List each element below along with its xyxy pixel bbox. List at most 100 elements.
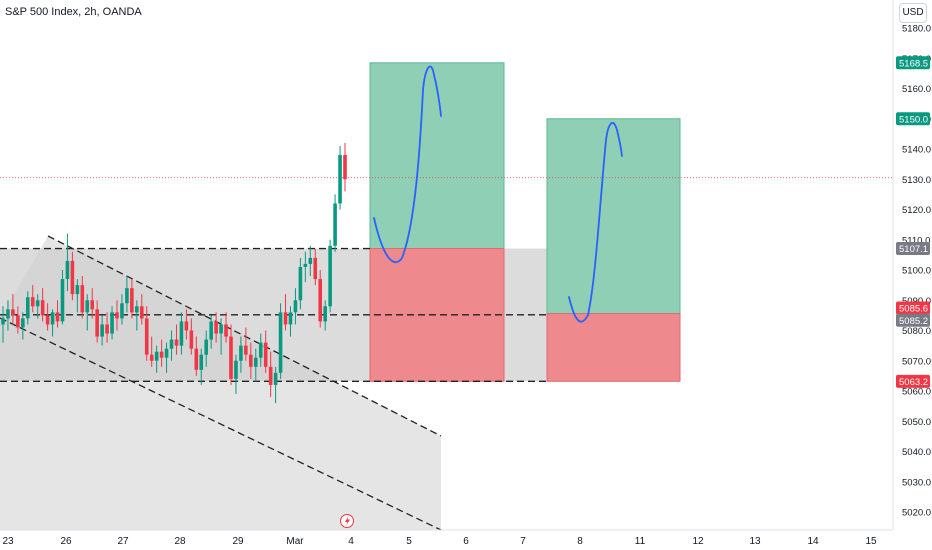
candle-body: [110, 312, 114, 334]
price-label: 5085.2: [899, 316, 928, 327]
y-tick-label: 5160.0: [902, 84, 931, 95]
y-tick-label: 5050.0: [902, 417, 931, 428]
candle-body: [298, 266, 303, 301]
candle-body: [154, 351, 159, 361]
candle-body: [308, 257, 313, 264]
candle-body: [229, 336, 233, 379]
x-tick-label: 28: [174, 536, 186, 547]
drawings-layer: [340, 65, 623, 528]
candle-body: [16, 315, 20, 328]
candle-body: [194, 348, 199, 370]
candle-body: [318, 279, 323, 322]
candle-body: [1, 318, 5, 325]
currency-button[interactable]: USD: [899, 3, 927, 23]
x-tick-label: 11: [635, 536, 646, 547]
candle-body: [288, 312, 293, 325]
x-tick-label: 6: [463, 536, 469, 547]
position-target-zone: [546, 118, 681, 315]
x-tick-label: 12: [692, 536, 704, 547]
candle-body: [343, 155, 347, 180]
candle-body: [65, 260, 70, 280]
candle-body: [11, 309, 15, 316]
candle-body: [169, 339, 174, 349]
y-tick-label: 5030.0: [902, 477, 931, 488]
price-label: 5150.0: [899, 114, 928, 125]
lightning-icon-glyph: [345, 516, 350, 526]
candle-body: [70, 260, 75, 295]
candle-body: [338, 155, 342, 204]
candle-body: [144, 318, 149, 355]
candle-body: [95, 309, 99, 337]
candle-body: [189, 330, 194, 349]
price-label-box: [896, 374, 930, 388]
projection-curve-1: [373, 65, 442, 263]
candle-body: [258, 342, 263, 358]
candle-body: [6, 309, 10, 319]
x-tick-label: 13: [749, 536, 761, 547]
price-label-box: [896, 112, 930, 126]
candle-body: [159, 351, 164, 358]
price-label: 5063.2: [899, 377, 928, 388]
candle-body: [214, 321, 218, 334]
candle-body: [278, 312, 283, 373]
channel-upper-line: [47, 235, 442, 437]
x-tick-label: 4: [348, 536, 354, 547]
candle-body: [105, 324, 109, 334]
candle-body: [25, 297, 30, 319]
candle-body: [219, 324, 223, 334]
zones-layer: [0, 62, 681, 530]
candle-body: [21, 318, 25, 328]
position-stop-zone: [369, 248, 505, 382]
projection-curve-2: [568, 121, 623, 323]
price-label-box: [896, 301, 930, 315]
candle-body: [234, 360, 238, 379]
y-tick-label: 5110.0: [902, 235, 930, 246]
candle-body: [135, 306, 139, 313]
candle-body: [174, 339, 179, 346]
candle-body: [303, 263, 308, 267]
price-label-box: [896, 56, 930, 70]
candle-body: [268, 366, 273, 385]
x-tick-label: 14: [807, 536, 819, 547]
y-tick-label: 5070.0: [902, 356, 931, 367]
price-label: 5085.6: [899, 304, 928, 315]
candle-body: [40, 300, 45, 316]
candle-body: [184, 321, 189, 331]
y-tick-label: 5140.0: [902, 145, 931, 156]
candle-body: [80, 285, 85, 313]
candle-body: [164, 348, 169, 358]
y-tick-label: 5180.0: [902, 24, 931, 35]
candle-body: [120, 303, 124, 319]
y-tick-label: 5040.0: [902, 447, 931, 458]
candle-body: [30, 297, 35, 307]
candle-body: [35, 300, 40, 307]
y-tick-label: 5120.0: [902, 205, 931, 216]
candle-body: [328, 245, 332, 307]
price-label-box: [896, 242, 930, 256]
levels-layer: [0, 177, 893, 531]
candle-body: [139, 306, 144, 319]
candle-body: [199, 354, 204, 370]
candles-layer: [1, 142, 347, 404]
x-tick-label: 8: [577, 536, 583, 547]
candle-body: [125, 288, 129, 304]
x-tick-label: 5: [406, 536, 412, 547]
x-tick-label: 26: [60, 536, 72, 547]
candle-body: [273, 372, 278, 385]
candle-body: [313, 257, 318, 280]
candle-body: [55, 312, 60, 322]
candle-body: [263, 342, 268, 367]
position-target-zone: [369, 62, 505, 250]
y-tick-label: 5080.0: [902, 326, 931, 337]
chart-title: S&P 500 Index, 2h, OANDA: [5, 6, 142, 18]
channel-lower-line: [0, 317, 442, 531]
candle-body: [90, 300, 95, 310]
candle-body: [149, 354, 154, 361]
candle-body: [224, 324, 228, 337]
price-label-box: [896, 313, 930, 327]
x-tick-label: 29: [232, 536, 244, 547]
position-stop-zone: [546, 313, 681, 382]
price-label: 5168.5: [899, 58, 928, 69]
